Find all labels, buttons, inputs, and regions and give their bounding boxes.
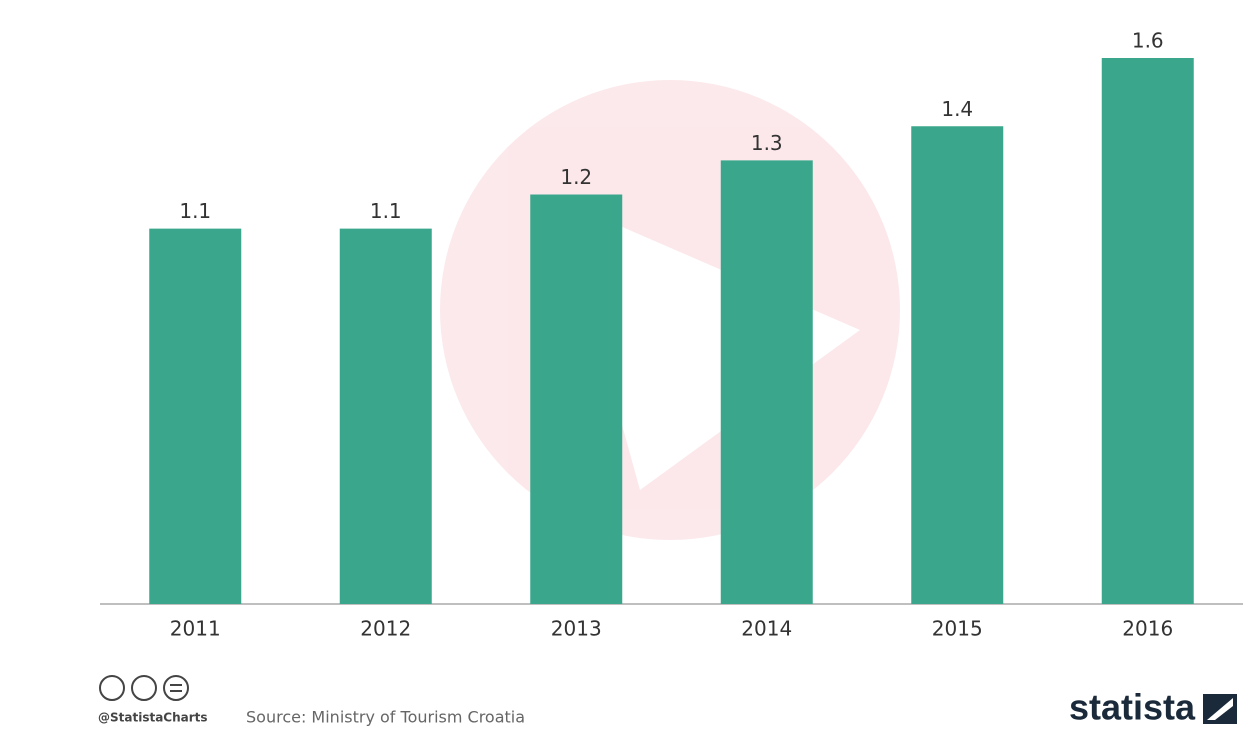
x-tick-label: 2016 bbox=[1122, 617, 1173, 641]
x-tick-label: 2013 bbox=[551, 617, 602, 641]
bar bbox=[530, 194, 623, 604]
bar bbox=[339, 228, 432, 604]
handle: @StatistaCharts bbox=[98, 711, 208, 725]
value-label: 1.1 bbox=[179, 199, 211, 223]
value-label: 1.4 bbox=[941, 97, 973, 121]
value-label: 1.2 bbox=[560, 165, 592, 189]
source: Source: Ministry of Tourism Croatia bbox=[246, 708, 525, 727]
brand: statista bbox=[1069, 687, 1196, 728]
x-tick-label: 2011 bbox=[170, 617, 221, 641]
x-tick-label: 2012 bbox=[360, 617, 411, 641]
brand-logo bbox=[1203, 694, 1237, 724]
value-label: 1.1 bbox=[370, 199, 402, 223]
bar bbox=[149, 228, 242, 604]
value-label: 1.3 bbox=[751, 131, 783, 155]
bar bbox=[911, 126, 1004, 604]
bar bbox=[720, 160, 813, 604]
x-tick-label: 2014 bbox=[741, 617, 792, 641]
x-tick-label: 2015 bbox=[932, 617, 983, 641]
value-label: 1.6 bbox=[1132, 29, 1164, 53]
bar bbox=[1101, 58, 1194, 604]
watermark bbox=[440, 80, 900, 540]
cc-icons bbox=[99, 675, 189, 701]
